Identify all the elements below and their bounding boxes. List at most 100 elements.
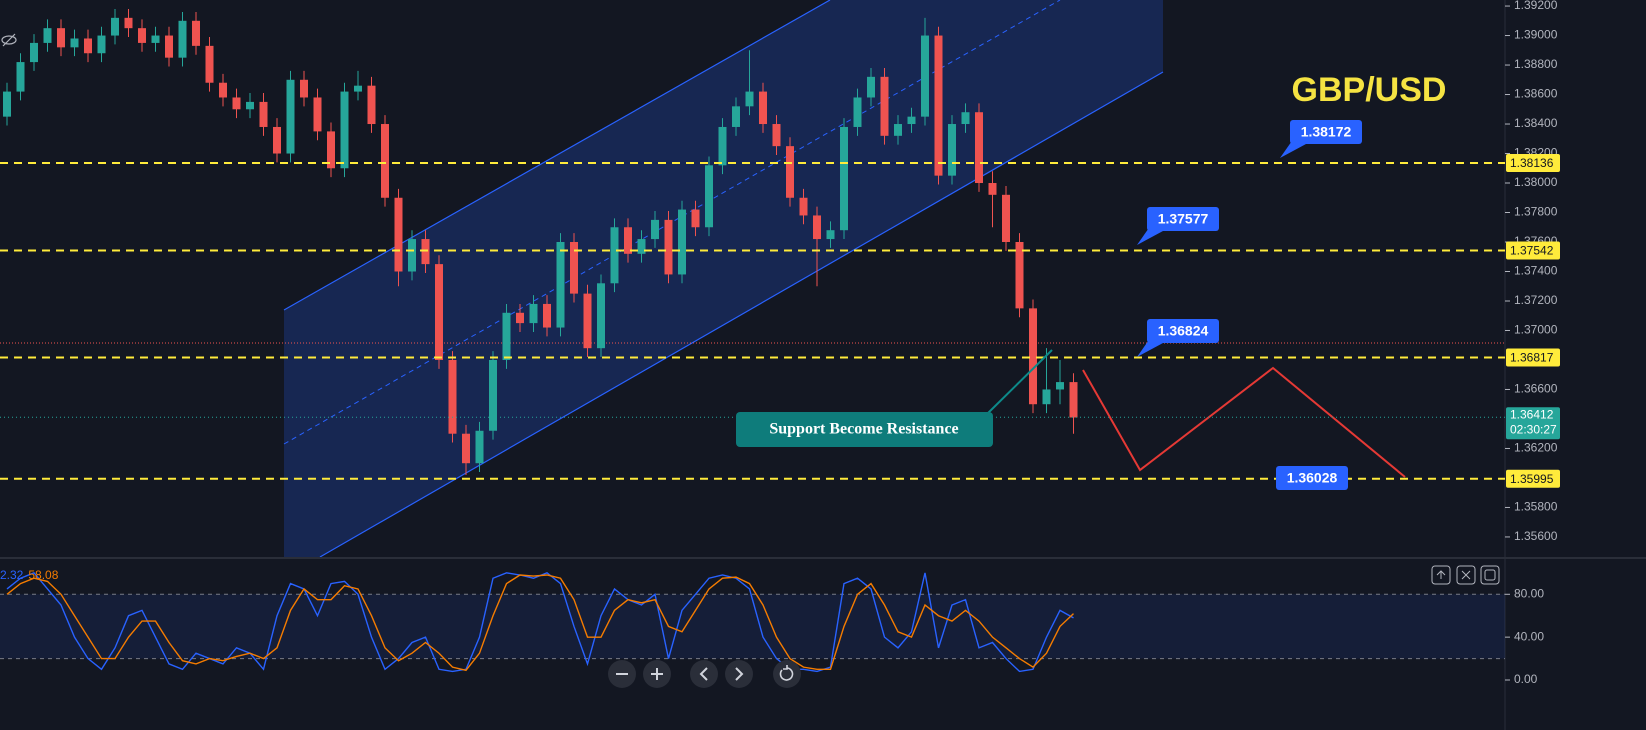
- candle-body: [948, 124, 956, 176]
- y-tick-label: 1.38600: [1514, 87, 1558, 101]
- candle-body: [232, 97, 241, 110]
- callout-label: 1.36824: [1158, 323, 1209, 339]
- candle-body: [799, 197, 808, 216]
- stoch-band: [0, 594, 1505, 659]
- candle-body: [340, 91, 349, 169]
- y-tick-label: 1.39000: [1514, 28, 1558, 42]
- channel-upper: [283, 0, 831, 311]
- candle-body: [408, 239, 416, 272]
- candle-body: [840, 126, 848, 231]
- candle-body: [124, 17, 133, 29]
- maximize-button[interactable]: [1480, 565, 1500, 585]
- candle-body: [759, 91, 767, 125]
- candle-body: [556, 242, 565, 328]
- y-tick-label: 1.39200: [1514, 0, 1558, 12]
- candle-body: [853, 97, 862, 127]
- candle-body: [286, 79, 295, 154]
- overlay: 1.392001.390001.388001.386001.384001.382…: [0, 0, 1560, 686]
- candle-body: [327, 131, 335, 169]
- candle-body: [151, 35, 160, 43]
- eye-icon[interactable]: [1, 33, 17, 47]
- scroll-left-button[interactable]: [690, 660, 718, 688]
- candle-body: [178, 20, 187, 58]
- candle-body: [1069, 382, 1078, 418]
- candle-body: [570, 242, 578, 294]
- candle-body: [543, 303, 551, 328]
- y-tick-label: 0.00: [1514, 672, 1538, 686]
- scroll-right-button[interactable]: [725, 660, 753, 688]
- candle-body: [583, 293, 592, 349]
- candle-body: [313, 97, 322, 132]
- candle-body: [462, 433, 470, 464]
- candle-body: [813, 215, 821, 240]
- stoch-legend-value: 2.32: [0, 568, 24, 582]
- y-tick-label: 80.00: [1514, 586, 1544, 600]
- candle-body: [421, 239, 430, 265]
- candle-body: [867, 76, 875, 98]
- candle-body: [70, 38, 79, 48]
- last-price-label: 1.36412: [1510, 407, 1554, 421]
- candle-body: [691, 209, 700, 228]
- candle-body: [610, 227, 619, 284]
- level-axis-label: 1.37542: [1510, 244, 1554, 258]
- candles: [3, 8, 1078, 476]
- reset-button[interactable]: [773, 660, 801, 688]
- candle-body: [988, 183, 997, 195]
- y-tick-label: 1.35800: [1514, 500, 1558, 514]
- candle-body: [259, 101, 268, 127]
- candle-body: [394, 197, 403, 272]
- zoom-controls: [608, 660, 801, 688]
- annotation-label: Support Become Resistance: [769, 421, 958, 438]
- candle-body: [435, 264, 443, 360]
- close-button[interactable]: [1456, 565, 1476, 585]
- candle-body: [111, 17, 119, 36]
- callout-box: [1147, 319, 1219, 343]
- level-axis-label: 1.36817: [1510, 351, 1554, 365]
- y-tick-label: 1.38800: [1514, 57, 1558, 71]
- y-tick-label: 1.38000: [1514, 175, 1558, 189]
- callout-label: 1.37577: [1158, 211, 1209, 227]
- candle-body: [529, 303, 538, 324]
- candle-body: [475, 430, 484, 464]
- candle-body: [705, 165, 713, 228]
- scroll-left-icon: [699, 667, 708, 681]
- candle-body: [165, 35, 173, 58]
- candle-body: [43, 28, 52, 43]
- candle-body: [772, 124, 781, 147]
- candle-body: [354, 85, 362, 92]
- candle-body: [516, 312, 524, 324]
- stoch-legend-value: 58.08: [28, 568, 58, 582]
- last-price-box: [1506, 407, 1560, 440]
- countdown: 02:30:27: [1510, 422, 1557, 436]
- chart-title: GBP/USD: [1292, 71, 1447, 109]
- stoch-line: [6, 574, 1074, 672]
- scroll-right-icon: [735, 667, 744, 681]
- move-up-button[interactable]: [1431, 565, 1451, 585]
- level-axis-box: [1506, 153, 1560, 172]
- candle-body: [1002, 194, 1010, 243]
- candle-body: [16, 62, 25, 92]
- callout-box: [1147, 207, 1219, 231]
- eye-slash: [2, 33, 16, 47]
- candle-body: [934, 35, 943, 176]
- callout-box: [1290, 120, 1362, 144]
- y-tick-label: 1.36200: [1514, 441, 1558, 455]
- candle-body: [1042, 389, 1051, 405]
- callout-box: [1276, 466, 1348, 490]
- candle-body: [97, 35, 106, 54]
- candle-body: [745, 91, 754, 107]
- callout-label: 1.36028: [1287, 470, 1338, 486]
- y-tick-label: 1.37000: [1514, 323, 1558, 337]
- candle-body: [273, 126, 281, 154]
- candle-body: [489, 359, 497, 431]
- annotation-box: [736, 412, 993, 447]
- projection-path: [1082, 366, 1406, 478]
- pane-controls: [1431, 565, 1500, 585]
- eye-outline: [1, 35, 17, 45]
- channel-fill: [284, 0, 1163, 557]
- candle-body: [57, 28, 65, 48]
- candle-body: [205, 45, 214, 83]
- annotation-pointer: [984, 349, 1053, 417]
- y-tick-label: 1.36600: [1514, 382, 1558, 396]
